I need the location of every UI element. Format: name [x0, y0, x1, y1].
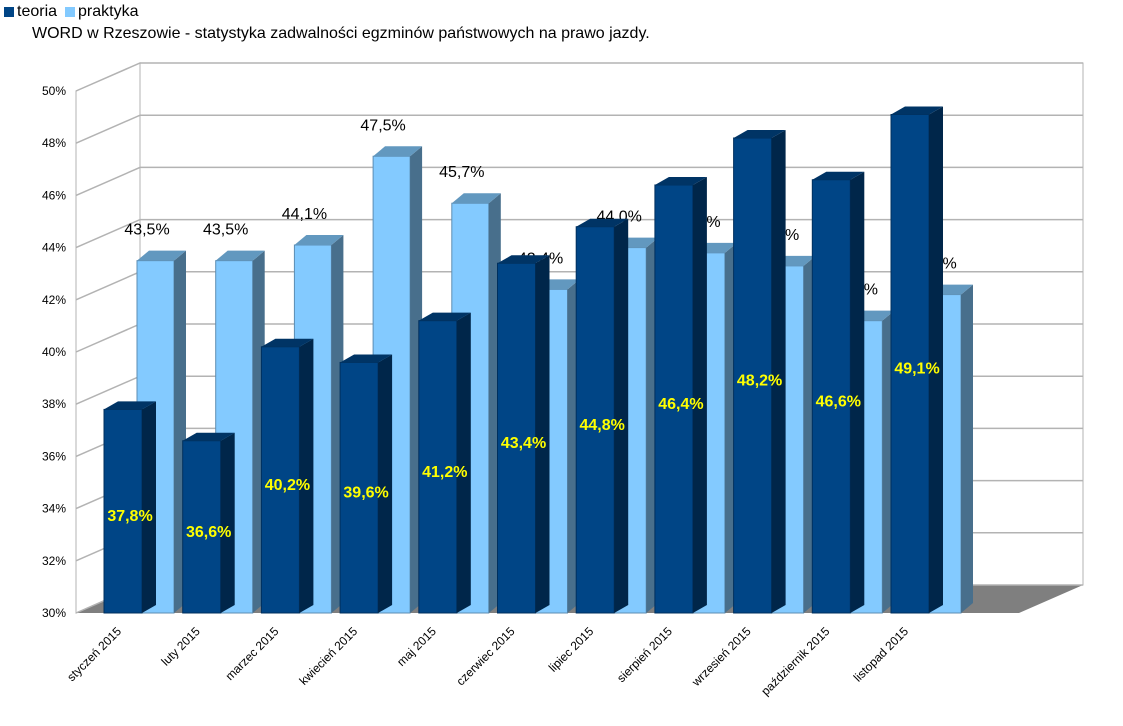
data-label-teoria: 43,4%	[501, 435, 546, 452]
bar-teoria	[260, 338, 314, 614]
data-label-praktyka: 43,5%	[203, 222, 248, 239]
bar-teoria-top	[812, 171, 865, 180]
bar-teoria	[890, 106, 943, 614]
y-tick-label: 46%	[42, 188, 66, 202]
bar-teoria-side	[850, 171, 865, 614]
bar-teoria-side	[692, 176, 707, 613]
bar-praktyka-top	[294, 234, 344, 245]
bar-teoria-top	[654, 176, 707, 185]
data-label-praktyka: 47,5%	[360, 117, 405, 134]
data-label-praktyka: 44,1%	[282, 206, 327, 223]
bar-teoria-top	[261, 338, 314, 347]
bar-teoria-top	[733, 129, 786, 138]
legend-item-teoria: teoria	[4, 3, 57, 21]
y-tick-label: 42%	[42, 293, 66, 307]
data-label-praktyka: 43,5%	[124, 222, 169, 239]
bar-teoria-side	[378, 354, 393, 613]
gridline	[75, 62, 1083, 92]
bar-teoria-top	[340, 354, 393, 363]
bar-praktyka-top	[373, 146, 423, 157]
bar-teoria-side	[614, 218, 629, 613]
bar-teoria-front	[654, 184, 694, 614]
bar-teoria-top	[891, 106, 943, 115]
bar-teoria-front	[733, 137, 773, 614]
y-tick-label: 30%	[42, 606, 66, 620]
x-tick-label: październik 2015	[758, 624, 832, 698]
bar-teoria-side	[142, 401, 156, 613]
y-tick-label: 32%	[42, 554, 66, 568]
data-label-teoria: 39,6%	[343, 485, 388, 502]
legend-swatch-teoria	[4, 7, 14, 17]
bar-teoria-side	[929, 106, 943, 614]
bar-teoria-front	[497, 262, 536, 614]
chart-title: WORD w Rzeszowie - statystyka zadwalnośc…	[32, 25, 650, 42]
bar-teoria-front	[418, 320, 458, 614]
bar-teoria	[575, 218, 629, 614]
data-label-teoria: 44,8%	[580, 417, 625, 434]
legend-label-praktyka: praktyka	[78, 3, 139, 20]
bar-teoria-side	[220, 432, 235, 613]
x-tick-label: listopad 2015	[851, 624, 912, 685]
bar-teoria	[811, 171, 865, 614]
y-tick-label: 34%	[42, 502, 66, 516]
gridline	[75, 114, 1083, 144]
data-label-teoria: 48,2%	[737, 372, 782, 389]
bar-teoria	[497, 255, 550, 614]
x-tick-label: styczeń 2015	[64, 624, 124, 684]
data-label-teoria: 37,8%	[107, 508, 152, 525]
bar-teoria	[654, 176, 707, 614]
bar-teoria-side	[771, 129, 786, 614]
bar-teoria-side	[299, 338, 314, 613]
bar-teoria	[339, 354, 393, 614]
data-label-teoria: 49,1%	[894, 361, 939, 378]
bar-praktyka-side	[961, 284, 973, 613]
data-label-teoria: 41,2%	[422, 464, 467, 481]
bar-teoria	[182, 432, 235, 614]
y-tick-label: 40%	[42, 345, 66, 359]
x-tick-label: sierpień 2015	[614, 624, 675, 685]
bar-teoria-front	[575, 226, 615, 614]
x-tick-label: luty 2015	[158, 624, 203, 669]
x-tick-label: marzec 2015	[223, 624, 282, 683]
bar-teoria	[733, 129, 786, 614]
bar-teoria-top	[418, 312, 471, 321]
data-label-teoria: 46,6%	[816, 393, 861, 410]
data-label-praktyka: 45,7%	[439, 164, 484, 181]
bar-teoria-front	[811, 179, 851, 614]
x-tick-label: maj 2015	[394, 624, 439, 669]
bar-teoria-front	[339, 361, 379, 614]
bar-teoria-front	[182, 440, 222, 614]
y-tick-label: 44%	[42, 241, 66, 255]
bar-praktyka-top	[215, 250, 265, 261]
y-tick-label: 48%	[42, 136, 66, 150]
x-tick-label: czerwiec 2015	[453, 624, 517, 688]
bar-teoria	[418, 312, 471, 614]
legend-item-praktyka: praktyka	[65, 3, 139, 21]
bar-teoria-top	[497, 255, 550, 264]
legend: teoria praktyka	[4, 3, 139, 21]
y-tick-label: 38%	[42, 397, 66, 411]
legend-label-teoria: teoria	[17, 3, 58, 20]
x-tick-label: kwiecień 2015	[297, 624, 361, 688]
bar-teoria-top	[576, 218, 629, 227]
bar-teoria-front	[890, 113, 930, 614]
bar-teoria-front	[260, 346, 300, 614]
bar-teoria-side	[535, 255, 550, 613]
data-label-teoria: 36,6%	[186, 524, 231, 541]
bar-teoria-side	[456, 312, 471, 613]
bar-praktyka-top	[451, 193, 501, 204]
legend-swatch-praktyka	[65, 7, 76, 17]
y-tick-label: 50%	[42, 84, 66, 98]
bar-teoria-top	[104, 401, 156, 410]
y-tick-label: 36%	[42, 449, 66, 463]
x-tick-label: lipiec 2015	[546, 624, 597, 675]
bar-teoria	[103, 401, 156, 614]
data-label-teoria: 40,2%	[265, 477, 310, 494]
bar-praktyka-top	[137, 250, 186, 261]
bar-teoria-top	[182, 432, 235, 441]
x-tick-label: wrzesień 2015	[688, 624, 754, 690]
data-label-teoria: 46,4%	[658, 396, 703, 413]
